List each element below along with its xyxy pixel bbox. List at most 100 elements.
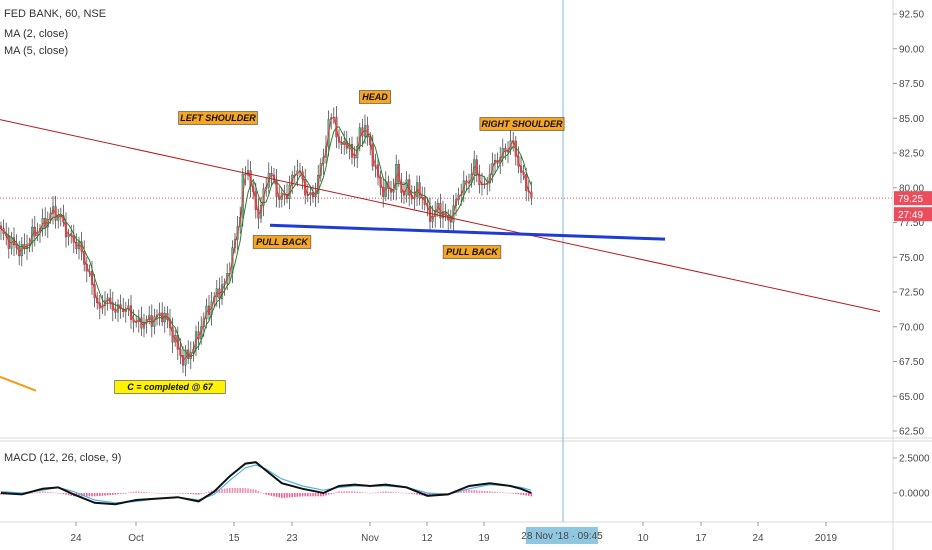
macd-histogram-bar bbox=[239, 487, 241, 493]
x-tick-label: 17 bbox=[695, 533, 707, 544]
macd-histogram-bar bbox=[366, 492, 369, 494]
macd-histogram-bar bbox=[140, 491, 143, 493]
macd-histogram-bar bbox=[197, 493, 200, 495]
macd-histogram-bar bbox=[314, 493, 317, 497]
macd-histogram-bar bbox=[132, 491, 135, 493]
macd-histogram-bar bbox=[218, 489, 221, 493]
macd-histogram-bar bbox=[275, 493, 278, 497]
macd-histogram-bar bbox=[296, 493, 299, 497]
macd-histogram-bar bbox=[416, 493, 418, 495]
macd-histogram-bar bbox=[166, 493, 169, 494]
x-tick-label: 24 bbox=[752, 533, 764, 544]
macd-histogram-bar bbox=[216, 489, 218, 493]
macd-histogram-bar bbox=[322, 493, 325, 497]
y-tick-label: 75.00 bbox=[899, 253, 924, 264]
macd-histogram-bar bbox=[247, 488, 249, 493]
macd-histogram-bar bbox=[408, 493, 410, 494]
macd-histogram-bar bbox=[465, 490, 468, 493]
macd-histogram-bar bbox=[476, 490, 478, 493]
macd-histogram-bar bbox=[255, 489, 257, 493]
annotation-text: PULL BACK bbox=[256, 237, 309, 247]
annotation-box bbox=[114, 380, 226, 394]
macd-histogram-bar bbox=[327, 493, 330, 495]
last-price-tag-text: 79.25 bbox=[898, 194, 923, 205]
macd-histogram-bar bbox=[325, 493, 327, 496]
y-tick-label: 77.50 bbox=[899, 218, 924, 229]
macd-histogram-bar bbox=[364, 492, 366, 494]
macd-histogram-bar bbox=[65, 493, 67, 495]
countdown-tag: 27:49 bbox=[894, 207, 932, 222]
macd-histogram-bar bbox=[221, 488, 223, 493]
macd-histogram-bar bbox=[86, 493, 88, 497]
y-tick-label: 92.50 bbox=[899, 10, 924, 21]
macd-histogram-bar bbox=[49, 492, 52, 493]
macd-histogram-bar bbox=[515, 493, 517, 494]
macd-histogram-bar bbox=[374, 492, 377, 494]
y-tick-label: 90.00 bbox=[899, 44, 924, 55]
macd-histogram-bar bbox=[169, 493, 171, 494]
macd-histogram-bar bbox=[205, 492, 208, 493]
macd-histogram-bar bbox=[273, 493, 275, 497]
macd-histogram-bar bbox=[335, 492, 338, 493]
macd-histogram-bar bbox=[114, 493, 117, 495]
trendline bbox=[0, 119, 881, 312]
macd-histogram-bar bbox=[244, 487, 247, 493]
annotation-label: C = completed @ 67 bbox=[114, 380, 226, 394]
macd-histogram-bar bbox=[288, 493, 291, 498]
macd-histogram-bar bbox=[512, 493, 514, 494]
macd-histogram-bar bbox=[442, 493, 444, 494]
macd-histogram-bar bbox=[187, 493, 189, 494]
legend-ma2: MA (2, close) bbox=[4, 28, 69, 40]
macd-histogram-bar bbox=[130, 492, 132, 493]
macd-histogram-bar bbox=[486, 491, 488, 493]
macd-histogram-bar bbox=[346, 491, 348, 493]
macd-histogram-bar bbox=[119, 493, 122, 494]
y-tick-label: 67.50 bbox=[899, 357, 924, 368]
last-price-tag: 79.25 bbox=[894, 191, 932, 206]
annotation-text: HEAD bbox=[362, 92, 388, 102]
macd-histogram-bar bbox=[431, 493, 434, 496]
macd-histogram-bar bbox=[270, 493, 273, 496]
macd-histogram-bar bbox=[112, 493, 114, 495]
macd-histogram-bar bbox=[286, 493, 288, 498]
macd-histogram-bar bbox=[525, 493, 527, 496]
macd-histogram-bar bbox=[413, 493, 416, 495]
macd-histogram-bar bbox=[447, 493, 449, 494]
annotation-text: RIGHT SHOULDER bbox=[482, 119, 564, 129]
macd-histogram-bar bbox=[299, 493, 301, 497]
annotation-label: HEAD bbox=[359, 90, 391, 104]
macd-histogram-bar bbox=[502, 492, 504, 493]
legend-ma5: MA (5, close) bbox=[4, 45, 69, 57]
macd-histogram-bar bbox=[184, 493, 187, 494]
macd-histogram-bar bbox=[195, 493, 197, 495]
macd-histogram-bar bbox=[304, 493, 306, 497]
annotation-text: LEFT SHOULDER bbox=[180, 113, 256, 123]
macd-histogram-bar bbox=[260, 492, 262, 493]
x-tick-label: 24 bbox=[70, 533, 82, 544]
macd-histogram-bar bbox=[403, 492, 405, 494]
macd-histogram-bar bbox=[54, 492, 57, 494]
macd-histogram-bar bbox=[177, 493, 179, 494]
x-tick-label: 10 bbox=[637, 533, 649, 544]
macd-histogram-bar bbox=[489, 491, 491, 493]
x-tick-label: 2019 bbox=[815, 533, 838, 544]
legend-macd: MACD (12, 26, close, 9) bbox=[4, 452, 122, 464]
macd-histogram-bar bbox=[307, 493, 309, 497]
macd-histogram-bar bbox=[361, 492, 364, 493]
neckline bbox=[269, 223, 666, 241]
macd-histogram-bar bbox=[158, 493, 161, 494]
macd-histogram-bar bbox=[470, 489, 473, 493]
crosshair-time-text: 28 Nov '18 · 09:45 bbox=[521, 531, 603, 542]
ma2-line bbox=[0, 116, 532, 362]
macd-histogram-bar bbox=[348, 491, 351, 493]
macd-histogram-bar bbox=[494, 491, 496, 493]
macd-histogram-bar bbox=[333, 493, 335, 494]
macd-histogram-bar bbox=[93, 493, 96, 497]
last-price-tag-box bbox=[894, 191, 932, 206]
macd-histogram-bar bbox=[400, 492, 403, 494]
macd-histogram-bar bbox=[478, 490, 481, 493]
macd-histogram-bar bbox=[530, 493, 533, 497]
crosshair-time-tag: 28 Nov '18 · 09:45 bbox=[521, 527, 603, 544]
macd-histogram-bar bbox=[283, 493, 286, 498]
